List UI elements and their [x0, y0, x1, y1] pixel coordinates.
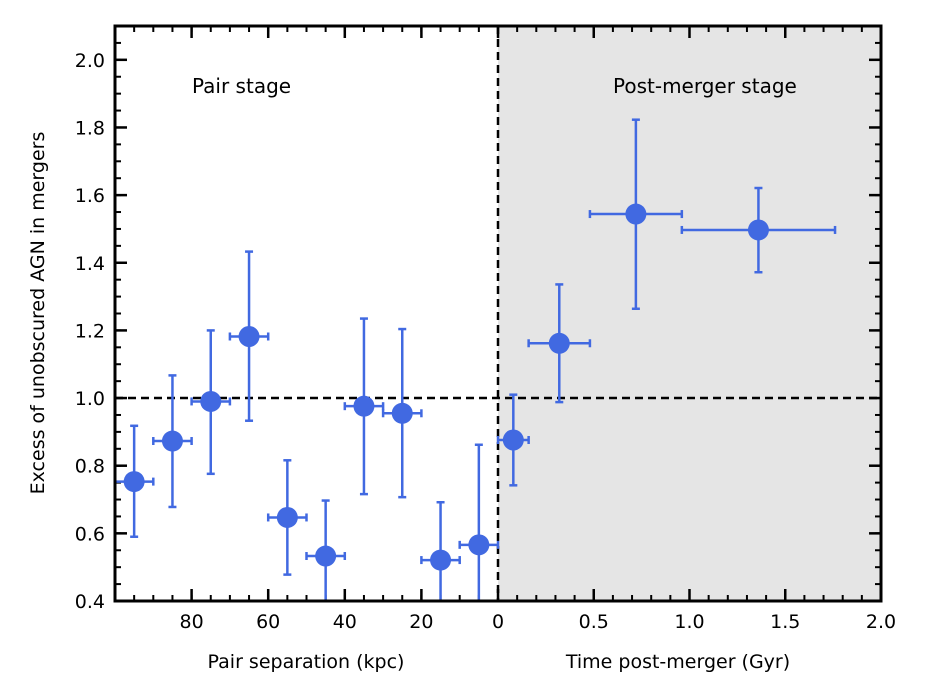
data-point — [276, 506, 298, 528]
data-point — [161, 430, 183, 452]
x-tick-label: 20 — [409, 611, 433, 633]
x-tick-label: 80 — [180, 611, 204, 633]
x-tick-label: 1.5 — [770, 611, 800, 633]
y-axis-label: Excess of unobscured AGN in mergers — [27, 132, 49, 495]
data-point — [625, 203, 647, 225]
y-tick-label: 2.0 — [75, 50, 105, 72]
plot-frame — [113, 24, 883, 603]
data-point — [238, 326, 260, 347]
data-point — [548, 332, 570, 354]
y-tick-label: 1.6 — [75, 185, 105, 207]
data-point — [353, 395, 375, 417]
post-merger-stage-annotation: Post-merger stage — [613, 74, 797, 98]
data-point — [315, 545, 337, 567]
x-tick-label: 0.5 — [579, 611, 609, 633]
y-tick-label: 1.0 — [75, 388, 105, 410]
data-point — [747, 219, 769, 241]
data-point — [200, 390, 222, 412]
x-tick-label: 2.0 — [866, 611, 896, 633]
data-point — [468, 534, 490, 556]
x-tick-label: 60 — [256, 611, 280, 633]
y-tick-label: 0.8 — [75, 456, 105, 478]
data-point — [430, 549, 452, 571]
post-merger-shade — [498, 26, 881, 601]
x-axis-label-pair: Pair separation (kpc) — [208, 651, 405, 673]
y-tick-label: 1.4 — [75, 253, 105, 275]
y-tick-label: 0.4 — [75, 591, 105, 613]
data-point — [391, 402, 413, 424]
pair-stage-annotation: Pair stage — [192, 74, 291, 98]
x-tick-label: 40 — [333, 611, 357, 633]
data-point — [123, 471, 145, 493]
y-tick-label: 1.8 — [75, 117, 105, 139]
x-tick-label: 1.0 — [674, 611, 704, 633]
data-point — [502, 429, 524, 451]
x-axis-label-post-merger: Time post-merger (Gyr) — [565, 651, 790, 673]
y-tick-label: 0.6 — [75, 523, 105, 545]
y-tick-label: 1.2 — [75, 320, 105, 342]
x-tick-label: 0 — [492, 611, 504, 633]
